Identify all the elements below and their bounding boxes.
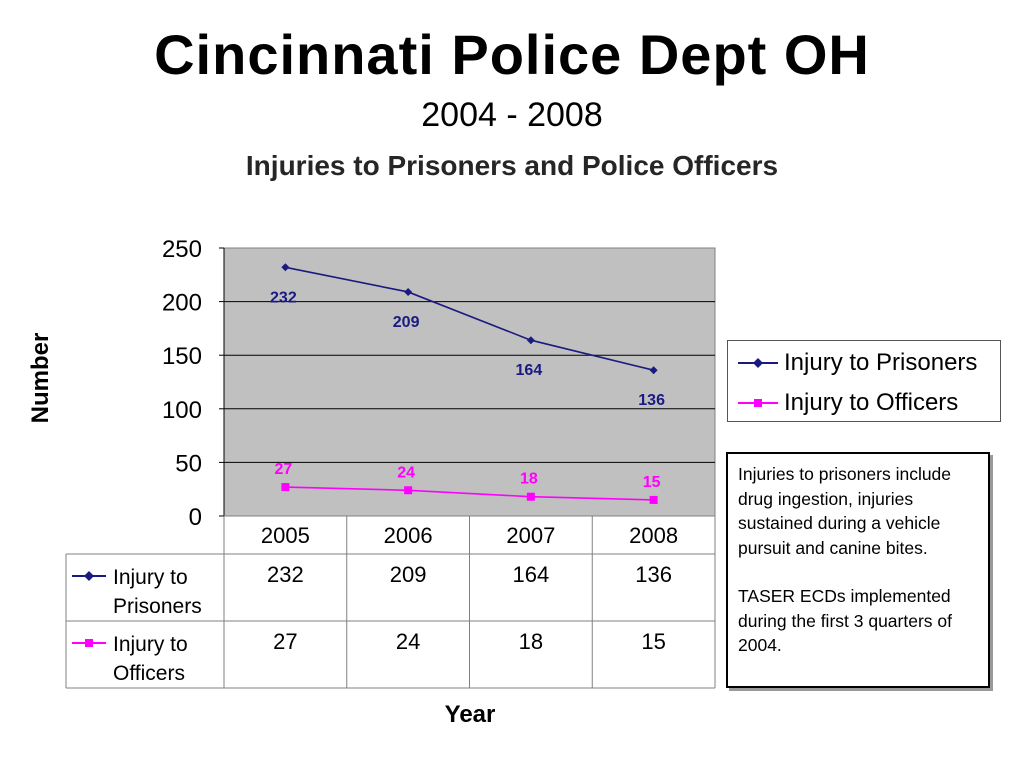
x-tick-label: 2008 [629, 523, 678, 548]
y-tick-label: 150 [162, 343, 202, 370]
legend-marker-officers [738, 399, 778, 407]
table-cell-value: 27 [273, 629, 297, 654]
legend-marker-prisoners [738, 358, 778, 368]
table-row-label: Injury to [113, 566, 188, 589]
data-point-marker [281, 263, 290, 272]
data-label: 232 [270, 289, 297, 306]
data-label: 24 [397, 464, 415, 481]
data-label: 164 [516, 362, 543, 379]
data-point-marker [526, 336, 535, 345]
table-cell-value: 24 [396, 629, 420, 654]
legend-item-officers: Injury to Officers [738, 389, 958, 417]
chart-title: Injuries to Prisoners and Police Officer… [245, 150, 779, 181]
table-cell-value: 164 [513, 562, 550, 587]
series-line-1 [285, 486, 654, 501]
data-label: 27 [274, 461, 292, 478]
chart-legend: Injury to Prisoners Injury to Officers [727, 340, 1001, 422]
data-label: 136 [638, 392, 665, 409]
data-label: 209 [393, 314, 420, 331]
data-point-marker [649, 366, 658, 375]
slide-title: Cincinnati Police Dept OH [154, 23, 870, 86]
y-axis-label: Number [27, 333, 54, 424]
data-point-marker [404, 486, 413, 495]
x-tick-label: 2005 [261, 523, 310, 548]
note-box: Injuries to prisoners include drug inges… [726, 452, 990, 688]
data-point-marker [649, 495, 658, 504]
y-tick-label: 250 [162, 236, 202, 263]
table-legend-marker [84, 571, 94, 581]
legend-label-officers: Injury to Officers [784, 389, 959, 416]
x-tick-label: 2007 [506, 523, 555, 548]
legend-item-prisoners: Injury to Prisoners [738, 349, 977, 377]
y-tick-label: 50 [175, 450, 202, 477]
legend-label-prisoners: Injury to Prisoners [784, 349, 978, 376]
table-row-label: Officers [113, 662, 185, 685]
table-cell-value: 232 [267, 562, 304, 587]
data-label: 18 [520, 471, 538, 488]
series-line-0 [285, 266, 654, 371]
table-legend-marker [85, 639, 93, 647]
table-cell-value: 136 [635, 562, 672, 587]
table-cell-value: 15 [641, 629, 665, 654]
y-tick-label: 100 [162, 397, 202, 424]
table-row-label: Prisoners [113, 595, 202, 618]
x-tick-label: 2006 [384, 523, 433, 548]
note-paragraph-1: Injuries to prisoners include drug inges… [738, 464, 952, 558]
y-tick-label: 200 [162, 290, 202, 317]
plot-area [223, 247, 716, 517]
y-tick-label: 0 [189, 504, 202, 531]
x-axis-label: Year [445, 701, 496, 728]
data-label: 15 [643, 474, 661, 491]
note-paragraph-2: TASER ECDs implemented during the first … [738, 586, 952, 655]
data-point-marker [526, 492, 535, 501]
table-cell-value: 18 [519, 629, 543, 654]
data-point-marker [281, 483, 290, 492]
table-row-label: Injury to [113, 633, 188, 656]
data-point-marker [404, 287, 413, 296]
table-cell-value: 209 [390, 562, 427, 587]
slide-subtitle: 2004 - 2008 [421, 96, 603, 134]
